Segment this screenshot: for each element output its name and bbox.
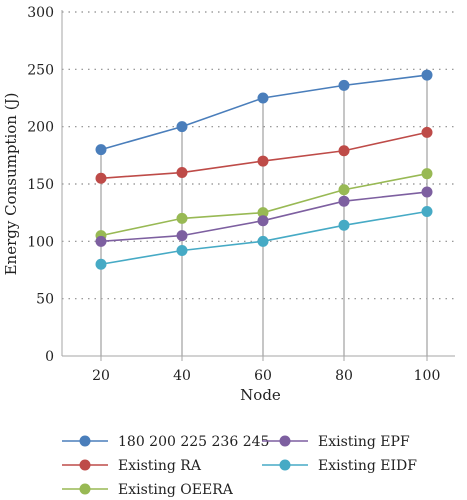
data-point	[338, 219, 350, 231]
legend-label: 180 200 225 236 245	[118, 434, 269, 450]
legend-item-3: Existing OEERA	[62, 482, 234, 498]
data-point	[338, 195, 350, 207]
series-1	[95, 69, 433, 156]
y-tick-label: 250	[27, 62, 54, 78]
data-point	[257, 215, 269, 227]
data-point	[95, 258, 107, 270]
y-tick-label: 200	[27, 120, 54, 136]
legend-item-1: 180 200 225 236 245	[62, 434, 269, 450]
y-tick-label: 50	[36, 292, 54, 308]
x-tick-label: 60	[254, 368, 272, 384]
legend-label: Existing OEERA	[118, 482, 234, 498]
data-point	[421, 186, 433, 198]
legend-label: Existing EIDF	[318, 458, 417, 474]
data-point	[95, 235, 107, 247]
data-point	[421, 126, 433, 138]
grid-lines	[62, 11, 455, 300]
data-point	[421, 206, 433, 218]
data-point	[95, 144, 107, 156]
data-point	[176, 230, 188, 242]
legend-item-4: Existing EPF	[262, 434, 410, 450]
data-point	[176, 245, 188, 257]
legend-item-2: Existing RA	[62, 458, 202, 474]
data-point	[176, 167, 188, 179]
series-5	[95, 206, 433, 270]
data-point	[338, 79, 350, 91]
y-tick-label: 150	[27, 177, 54, 193]
legend-swatch-marker	[79, 459, 91, 471]
legend-item-5: Existing EIDF	[262, 458, 417, 474]
x-axis-title: Node	[240, 386, 281, 404]
data-point	[176, 121, 188, 133]
series-4	[95, 186, 433, 247]
series-line	[100, 172, 428, 237]
data-point	[95, 172, 107, 184]
legend-swatch-marker	[279, 435, 291, 447]
y-tick-label: 100	[27, 234, 54, 250]
data-point	[338, 145, 350, 157]
x-tick-label: 20	[92, 368, 110, 384]
series-group	[95, 69, 433, 270]
data-point	[421, 69, 433, 81]
y-tick-label: 300	[27, 5, 54, 21]
data-point	[176, 212, 188, 224]
x-tick-label: 80	[335, 368, 353, 384]
legend-label: Existing RA	[118, 458, 202, 474]
axes: 0 50 100 150 200 250 300 20 40 60 80 100	[27, 5, 455, 384]
legend-swatch-marker	[79, 435, 91, 447]
y-axis-title: Energy Consumption (J)	[2, 93, 20, 276]
data-point	[421, 168, 433, 180]
series-2	[95, 126, 433, 184]
series-line	[100, 74, 428, 151]
y-tick-label: 0	[45, 349, 54, 365]
data-point	[257, 92, 269, 104]
legend-swatch-marker	[79, 483, 91, 495]
data-point	[257, 155, 269, 167]
legend: 180 200 225 236 245 Existing RA Existing O…	[62, 434, 417, 498]
series-line	[100, 131, 428, 180]
legend-label: Existing EPF	[318, 434, 410, 450]
x-tick-label: 100	[414, 368, 441, 384]
data-point	[257, 207, 269, 219]
data-point	[257, 235, 269, 247]
legend-swatch-marker	[279, 459, 291, 471]
x-tick-label: 40	[173, 368, 191, 384]
series-3	[95, 168, 433, 242]
data-point	[338, 184, 350, 196]
